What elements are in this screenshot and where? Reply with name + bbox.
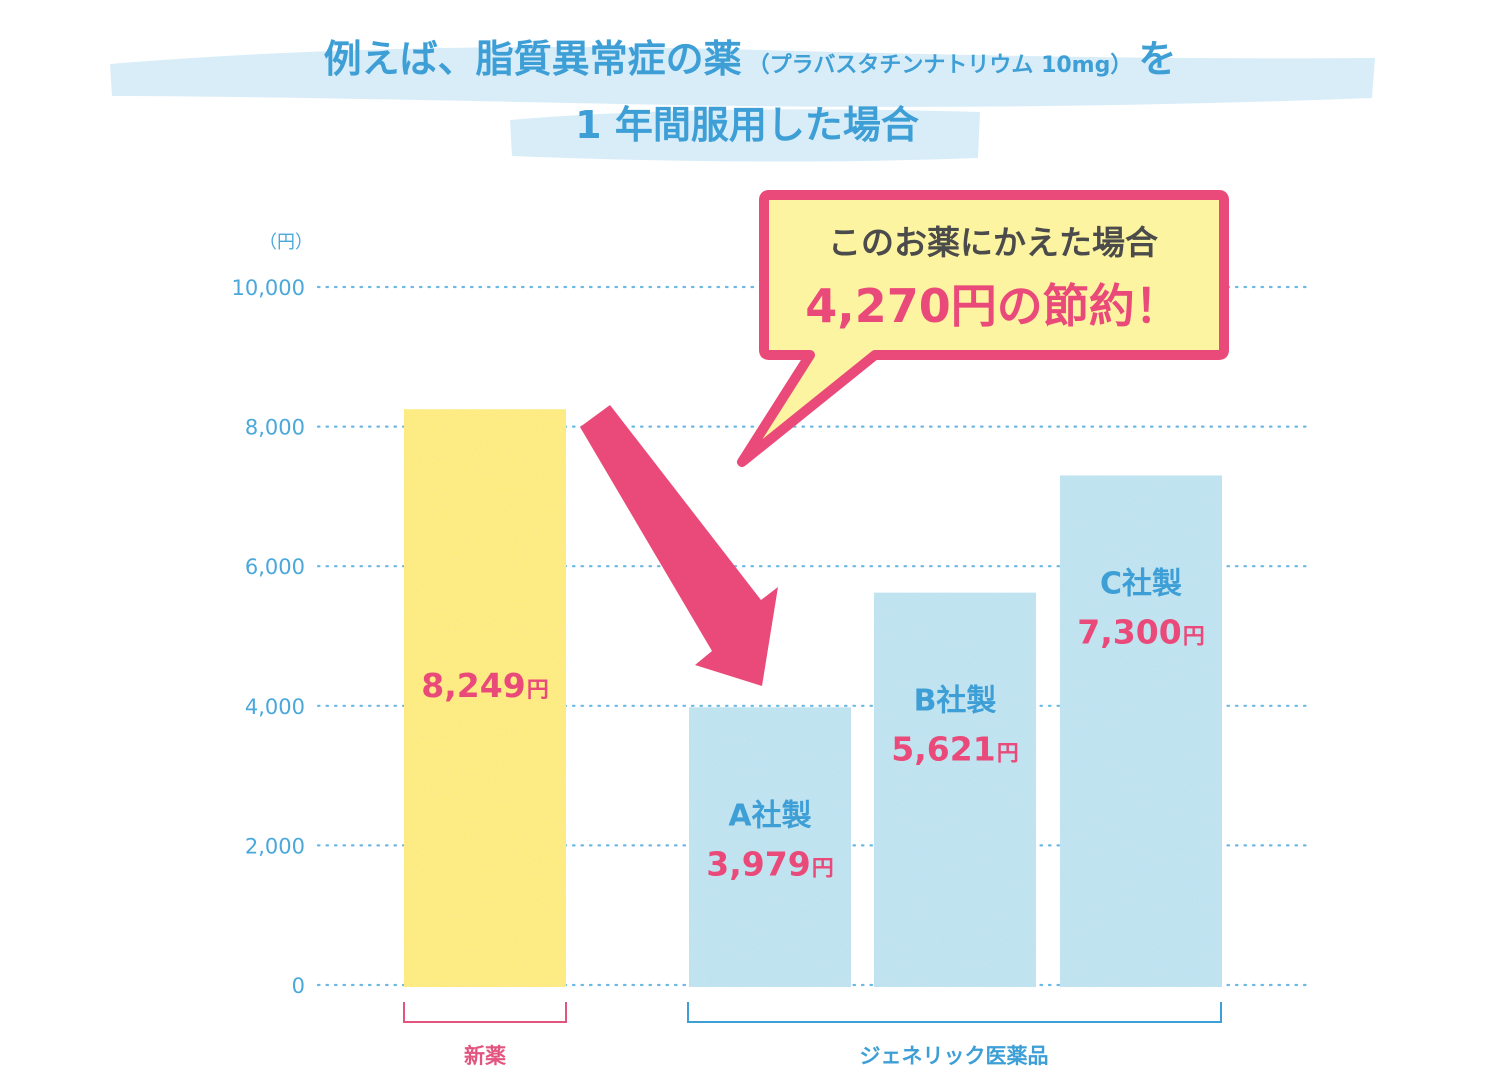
group-label-new-drug: 新薬 — [464, 1044, 506, 1068]
y-tick-label: 8,000 — [245, 416, 305, 440]
y-tick-label: 6,000 — [245, 555, 305, 579]
bar-generic-3 — [1060, 475, 1222, 987]
callout-line-2: 4,270円の節約！ — [805, 279, 1181, 333]
y-tick-label: 10,000 — [232, 276, 305, 300]
y-tick-label: 4,000 — [245, 695, 305, 719]
y-tick-label: 0 — [292, 974, 305, 998]
group-bracket-generic: ジェネリック医薬品 — [687, 1002, 1222, 1068]
bar-value-label: 7,300円 — [1077, 612, 1204, 651]
bar-value-label: 5,621円 — [891, 730, 1018, 769]
bar-labels: 8,249円 A社製 3,979円 B社製 5,621円 C社製 7,300円 — [421, 566, 1204, 883]
title-line-1: 例えば、脂質異常症の薬 （プラバスタチンナトリウム 10mg）を — [324, 37, 1177, 81]
down-arrow-icon — [580, 405, 778, 686]
group-label-generic: ジェネリック医薬品 — [860, 1044, 1049, 1068]
y-axis-ticks: 0 2,000 4,000 6,000 8,000 10,000 — [232, 276, 305, 998]
bar-value-label: 3,979円 — [706, 844, 833, 883]
bar-generic-1 — [689, 707, 851, 987]
callout-line-1: このお薬にかえた場合 — [828, 223, 1158, 262]
bar-company-label: B社製 — [914, 684, 997, 719]
bar-company-label: C社製 — [1100, 566, 1182, 601]
bar-new-drug — [404, 409, 566, 987]
y-axis-unit-label: （円） — [259, 232, 313, 253]
bar-value-label: 8,249円 — [421, 666, 548, 705]
bar-generic-2 — [874, 592, 1036, 987]
title-line-2: 1 年間服用した場合 — [575, 103, 919, 147]
y-tick-label: 2,000 — [245, 834, 305, 858]
bars — [404, 409, 1222, 987]
bar-company-label: A社製 — [728, 798, 811, 833]
title-brush-highlight — [110, 47, 1375, 162]
savings-callout: このお薬にかえた場合 4,270円の節約！ — [737, 190, 1229, 467]
group-bracket-new-drug: 新薬 — [403, 1002, 567, 1068]
